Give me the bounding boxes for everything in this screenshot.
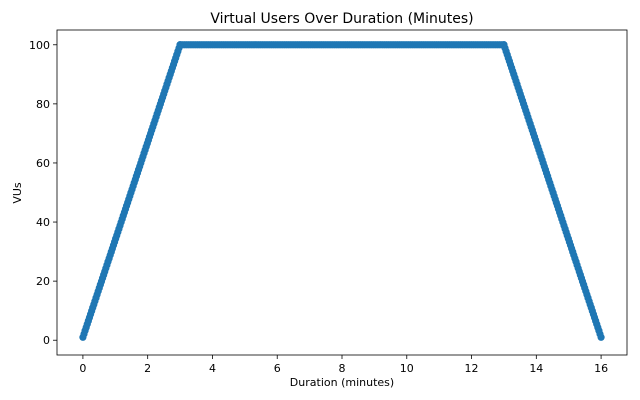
data-points: [79, 41, 605, 341]
x-tick-label: 10: [400, 362, 414, 375]
x-tick-label: 4: [209, 362, 216, 375]
y-tick-label: 20: [36, 275, 50, 288]
x-tick-label: 14: [529, 362, 543, 375]
x-tick-label: 8: [339, 362, 346, 375]
x-axis-label: Duration (minutes): [290, 376, 394, 389]
y-tick-label: 40: [36, 216, 50, 229]
plot-frame: [56, 29, 628, 356]
x-tick-label: 12: [465, 362, 479, 375]
x-tick-label: 6: [274, 362, 281, 375]
x-tick-label: 16: [594, 362, 608, 375]
y-tick-label: 0: [43, 334, 50, 347]
y-axis-label: VUs: [11, 182, 24, 204]
data-point: [597, 333, 605, 341]
x-axis-ticks: 0 2 4 6 8 10 12 14 16: [79, 355, 608, 375]
x-tick-label: 2: [144, 362, 151, 375]
y-tick-label: 60: [36, 157, 50, 170]
y-tick-label: 80: [36, 98, 50, 111]
x-tick-label: 0: [79, 362, 86, 375]
chart-title: Virtual Users Over Duration (Minutes): [210, 11, 473, 27]
y-axis-ticks: 0 20 40 60 80 100: [29, 39, 57, 347]
y-tick-label: 100: [29, 39, 50, 52]
